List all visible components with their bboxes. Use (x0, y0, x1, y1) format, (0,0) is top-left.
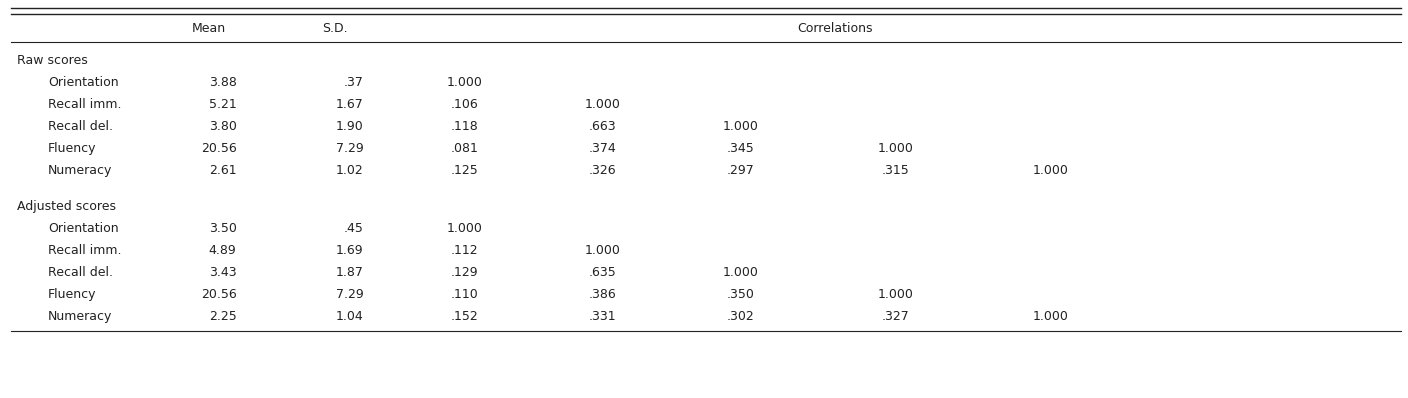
Text: .315: .315 (881, 164, 910, 176)
Text: .112: .112 (451, 244, 479, 256)
Text: 3.43: 3.43 (208, 265, 237, 279)
Text: 2.61: 2.61 (208, 164, 237, 176)
Text: .37: .37 (344, 76, 363, 88)
Text: .327: .327 (881, 310, 910, 322)
Text: .350: .350 (727, 287, 755, 300)
Text: Adjusted scores: Adjusted scores (17, 199, 115, 213)
Text: .081: .081 (451, 142, 479, 154)
Text: Recall imm.: Recall imm. (48, 98, 121, 111)
Text: 4.89: 4.89 (208, 244, 237, 256)
Text: 3.80: 3.80 (208, 119, 237, 133)
Text: 7.29: 7.29 (335, 142, 363, 154)
Text: Recall imm.: Recall imm. (48, 244, 121, 256)
Text: .374: .374 (589, 142, 617, 154)
Text: Correlations: Correlations (797, 21, 873, 35)
Text: .302: .302 (727, 310, 755, 322)
Text: .297: .297 (727, 164, 755, 176)
Text: S.D.: S.D. (322, 21, 348, 35)
Text: .635: .635 (589, 265, 617, 279)
Text: .386: .386 (589, 287, 617, 300)
Text: 1.000: 1.000 (1032, 310, 1069, 322)
Text: .331: .331 (589, 310, 617, 322)
Text: 1.000: 1.000 (584, 244, 621, 256)
Text: .45: .45 (344, 222, 363, 234)
Text: Fluency: Fluency (48, 287, 96, 300)
Text: .326: .326 (589, 164, 617, 176)
Text: 1.69: 1.69 (335, 244, 363, 256)
Text: .118: .118 (451, 119, 479, 133)
Text: .106: .106 (451, 98, 479, 111)
Text: 1.02: 1.02 (335, 164, 363, 176)
Text: 1.000: 1.000 (877, 142, 914, 154)
Text: 7.29: 7.29 (335, 287, 363, 300)
Text: Recall del.: Recall del. (48, 265, 113, 279)
Text: 1.000: 1.000 (1032, 164, 1069, 176)
Text: 3.88: 3.88 (208, 76, 237, 88)
Text: .125: .125 (451, 164, 479, 176)
Text: .129: .129 (451, 265, 479, 279)
Text: 3.50: 3.50 (208, 222, 237, 234)
Text: 1.67: 1.67 (335, 98, 363, 111)
Text: Mean: Mean (191, 21, 225, 35)
Text: Numeracy: Numeracy (48, 310, 113, 322)
Text: Raw scores: Raw scores (17, 53, 87, 66)
Text: 1.000: 1.000 (584, 98, 621, 111)
Text: Orientation: Orientation (48, 222, 118, 234)
Text: Recall del.: Recall del. (48, 119, 113, 133)
Text: Numeracy: Numeracy (48, 164, 113, 176)
Text: 1.90: 1.90 (335, 119, 363, 133)
Text: .110: .110 (451, 287, 479, 300)
Text: 1.000: 1.000 (877, 287, 914, 300)
Text: 1.000: 1.000 (446, 222, 483, 234)
Text: .152: .152 (451, 310, 479, 322)
Text: 1.000: 1.000 (446, 76, 483, 88)
Text: 1.000: 1.000 (722, 265, 759, 279)
Text: .345: .345 (727, 142, 755, 154)
Text: Orientation: Orientation (48, 76, 118, 88)
Text: 1.04: 1.04 (335, 310, 363, 322)
Text: .663: .663 (589, 119, 617, 133)
Text: 1.000: 1.000 (722, 119, 759, 133)
Text: 20.56: 20.56 (201, 287, 237, 300)
Text: 5.21: 5.21 (208, 98, 237, 111)
Text: 1.87: 1.87 (335, 265, 363, 279)
Text: Fluency: Fluency (48, 142, 96, 154)
Text: 20.56: 20.56 (201, 142, 237, 154)
Text: 2.25: 2.25 (208, 310, 237, 322)
